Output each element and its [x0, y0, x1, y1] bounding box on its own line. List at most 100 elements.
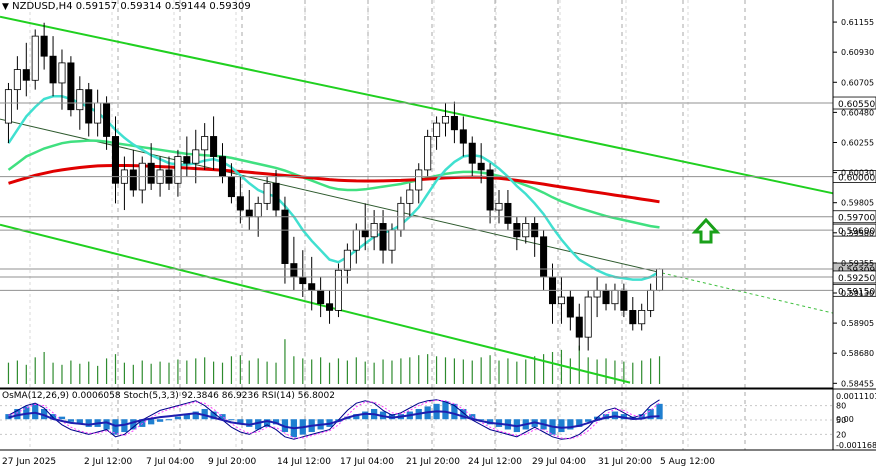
- y-tick-label: 0.60480: [841, 108, 874, 117]
- candle-body: [468, 142, 476, 164]
- sub-tick-label: -0.0011681: [836, 441, 876, 450]
- y-tick-label: 0.60930: [841, 48, 874, 57]
- osma-bar: [76, 419, 83, 425]
- y-tick-label: 0.59355: [841, 259, 874, 268]
- candle-body: [495, 202, 503, 211]
- candle-body: [183, 156, 191, 164]
- candle-body: [192, 149, 200, 164]
- osma-bar: [567, 419, 574, 430]
- candle-body: [406, 189, 414, 204]
- level-label: 0.59250: [838, 274, 875, 284]
- candle-body: [263, 182, 271, 204]
- candle-body: [620, 289, 628, 311]
- osma-bar: [130, 419, 137, 430]
- candle-body: [504, 202, 512, 224]
- candle-body: [584, 296, 592, 338]
- dropdown-triangle-icon[interactable]: ▼: [2, 2, 9, 12]
- volume-bars: [7, 339, 661, 384]
- sub-tick-label: 0.00: [836, 415, 854, 424]
- osma-bar: [210, 411, 217, 420]
- candle-body: [85, 89, 93, 124]
- candle-body: [415, 169, 423, 191]
- candle-body: [22, 69, 30, 81]
- stoch-signal-line: [8, 399, 660, 440]
- candle-body: [111, 136, 120, 184]
- x-tick-label: 17 Jul 04:00: [340, 457, 394, 467]
- osma-bar: [656, 403, 663, 420]
- candle-body: [290, 263, 298, 278]
- osma-bar: [263, 419, 271, 427]
- osma-bar: [41, 408, 48, 420]
- candle-body: [459, 129, 467, 144]
- osma-bar: [58, 416, 66, 420]
- osma-bar: [486, 419, 494, 425]
- channel-lower-line: [0, 223, 631, 384]
- candle-body: [31, 35, 39, 81]
- candle-body: [281, 209, 289, 264]
- candle-body: [94, 102, 102, 124]
- level-label: 0.60000: [838, 174, 875, 184]
- candle-body: [326, 303, 334, 311]
- candle-body: [638, 309, 646, 325]
- candle-body: [308, 283, 316, 291]
- osma-bar: [585, 419, 592, 422]
- candle-body: [218, 156, 227, 178]
- up-arrow-shape: [691, 217, 721, 244]
- x-tick-label: 9 Jul 20:00: [208, 457, 257, 467]
- candle-body: [656, 268, 664, 291]
- price-channel: [0, 15, 834, 384]
- candle-body: [58, 62, 66, 84]
- level-label: 0.59700: [838, 214, 875, 224]
- candle-body: [450, 116, 458, 131]
- candle-body: [174, 156, 182, 184]
- axes: [0, 0, 876, 451]
- ohlc-close: 0.59309: [209, 1, 251, 12]
- osma-bar: [246, 419, 253, 427]
- candle-body: [379, 223, 387, 251]
- osma-bar: [647, 408, 654, 420]
- stoch-level-label: 80: [836, 402, 846, 411]
- y-tick-label: 0.58455: [841, 379, 874, 388]
- x-tick-label: 27 Jun 2025: [2, 457, 56, 467]
- up-arrow-icon: [691, 217, 721, 244]
- x-tick-label: 2 Jul 12:00: [84, 457, 133, 467]
- osma-bar: [148, 419, 155, 425]
- candle-body: [433, 122, 441, 137]
- candle-body: [201, 136, 209, 151]
- ma-short-line: [7, 95, 661, 281]
- y-tick-label: 0.59580: [841, 229, 874, 238]
- osma-bar: [85, 419, 92, 427]
- osma-bar: [112, 419, 119, 435]
- osma-bar: [14, 408, 21, 420]
- osma-bar: [362, 411, 369, 420]
- x-tick-label: 31 Jul 20:00: [598, 457, 652, 467]
- stoch-level-label: 50: [836, 416, 846, 425]
- x-tick-label: 14 Jul 12:00: [277, 457, 331, 467]
- candle-body: [245, 209, 253, 218]
- candle-body: [299, 276, 307, 285]
- indicator-title: OsMA(12,26,9) 0.0006058 Stoch(5,3,3) 92.…: [2, 391, 335, 401]
- osma-bar: [103, 419, 110, 430]
- grid: [29, 0, 746, 450]
- candle-body: [13, 69, 21, 91]
- osma-bar: [576, 419, 583, 427]
- osma-bar: [451, 403, 458, 420]
- candle-body: [236, 196, 244, 211]
- osma-bar: [192, 411, 199, 420]
- candle-body: [477, 162, 485, 171]
- candle-body: [129, 169, 137, 191]
- osma-bar: [183, 414, 190, 420]
- candle-body: [103, 102, 111, 137]
- candle-body: [343, 249, 351, 271]
- x-tick-label: 24 Jul 12:00: [468, 457, 522, 467]
- sub-tick-label: 0.0011101: [836, 392, 876, 401]
- channel-upper-line: [0, 15, 834, 195]
- osma-bar: [219, 414, 226, 420]
- ohlc-high: 0.59314: [120, 1, 162, 12]
- candle-body: [441, 116, 450, 124]
- y-tick-label: 0.59805: [841, 199, 874, 208]
- candle-body: [317, 289, 325, 305]
- osma-bar: [165, 419, 173, 421]
